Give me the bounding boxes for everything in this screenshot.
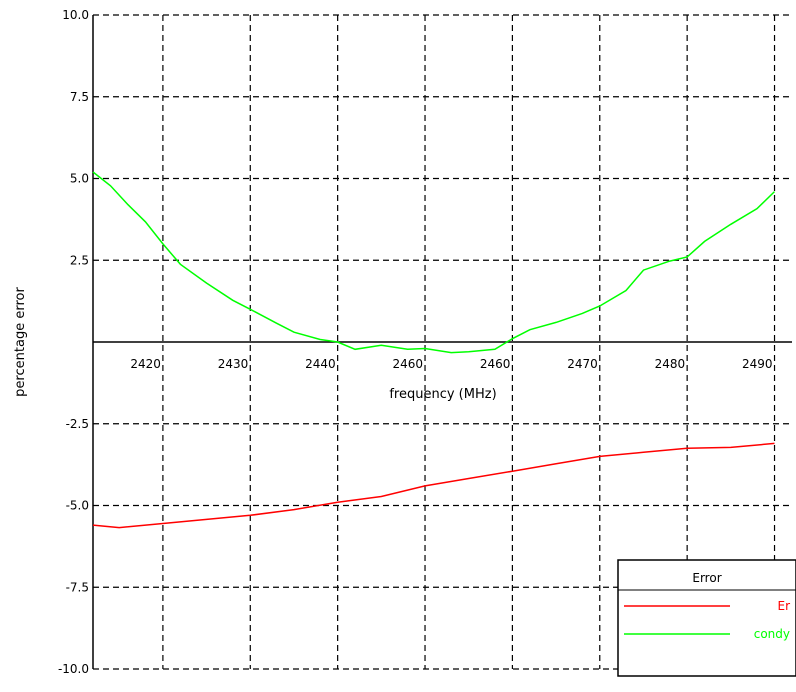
y-tick-label: -7.5 xyxy=(66,580,89,594)
x-tick-label: 2460 xyxy=(480,357,511,371)
y-tick-label: -10.0 xyxy=(58,662,89,676)
legend-box xyxy=(617,559,796,677)
series-lines xyxy=(92,171,776,529)
y-tick-label: -5.0 xyxy=(66,499,89,513)
x-tick-label: 2420 xyxy=(130,357,161,371)
x-axis-title: frequency (MHz) xyxy=(389,387,496,402)
y-tick-label: 10.0 xyxy=(62,8,89,22)
legend-title: Error xyxy=(692,571,721,585)
axes xyxy=(92,15,792,669)
x-tick-label: 2470 xyxy=(567,357,598,371)
x-tick-label: 2460 xyxy=(392,357,423,371)
x-tick-label: 2440 xyxy=(305,357,336,371)
tick-labels: 10.0 7.5 5.0 2.5 -2.5 -5.0 -7.5 -10.0 2420 2430 24… xyxy=(58,8,773,676)
legend: Error Er condy xyxy=(617,559,796,677)
legend-label-Er: Er xyxy=(777,599,790,613)
x-tick-label: 2490 xyxy=(742,357,773,371)
x-tick-label: 2480 xyxy=(655,357,686,371)
series-line-condy xyxy=(92,171,776,354)
legend-label-condy: condy xyxy=(754,627,790,641)
y-tick-label: 5.0 xyxy=(70,172,89,186)
y-tick-label: 2.5 xyxy=(70,253,89,267)
x-tick-label: 2430 xyxy=(218,357,249,371)
y-axis-title: percentage error xyxy=(13,287,28,397)
y-tick-label: -2.5 xyxy=(66,417,89,431)
series-line-Er xyxy=(92,442,775,529)
y-tick-label: 7.5 xyxy=(70,90,89,104)
